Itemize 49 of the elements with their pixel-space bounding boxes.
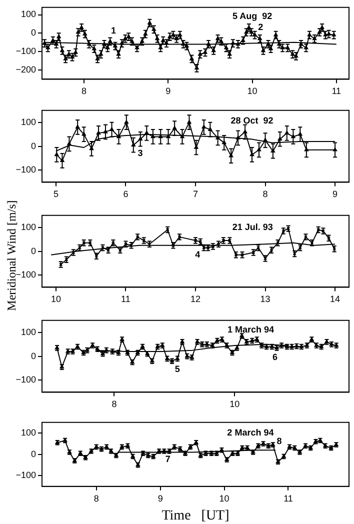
x-tick-label: 8: [94, 493, 99, 504]
y-tick-label: 0: [30, 246, 36, 256]
x-tick-label: 13: [260, 294, 270, 304]
y-tick-label: −100: [16, 46, 36, 56]
x-tick-label: 11: [121, 294, 130, 304]
annotation: 2: [258, 22, 264, 32]
y-tick-label: −100: [16, 470, 36, 480]
annotation: 1 March 94: [227, 324, 274, 334]
y-tick-label: −100: [16, 270, 36, 280]
annotation: 8: [276, 436, 282, 446]
x-tick-label: 9: [332, 189, 338, 200]
y-tick-label: 100: [20, 428, 36, 438]
y-tick-label: 100: [20, 222, 36, 232]
y-tick-label: 0: [30, 448, 36, 459]
annotation: 6: [272, 352, 278, 362]
annotation: 4: [195, 249, 200, 260]
annotation: 3: [138, 148, 143, 158]
x-tick-label: 5: [53, 189, 58, 200]
y-tick-label: −100: [16, 164, 36, 175]
x-tick-label: 9: [166, 86, 171, 96]
x-tick-label: 10: [247, 86, 258, 96]
y-tick-label: 0: [30, 140, 36, 151]
y-tick-label: −200: [16, 64, 36, 74]
x-tick-label: 8: [82, 86, 87, 96]
annotation: 7: [165, 454, 170, 464]
x-tick-label: 8: [262, 189, 268, 200]
y-tick-label: −100: [16, 374, 36, 385]
annotation: 21 Jul. 93: [232, 222, 273, 232]
y-tick-label: 100: [20, 116, 36, 127]
annotation: 5 Aug 92: [232, 11, 272, 22]
x-tick-label: 10: [219, 493, 230, 504]
annotation: 5: [174, 364, 180, 374]
x-tick-label: 12: [190, 294, 201, 304]
y-tick-label: 0: [30, 350, 36, 361]
annotation: 2 March 94: [227, 428, 274, 438]
x-axis-title: Time [UT]: [162, 508, 230, 524]
x-tick-label: 10: [50, 294, 61, 304]
x-tick-label: 6: [123, 189, 128, 200]
x-tick-label: 7: [192, 189, 198, 200]
y-tick-label: 0: [30, 28, 36, 38]
x-tick-label: 10: [230, 399, 240, 410]
y-tick-label: 100: [20, 326, 36, 337]
annotation: 1: [111, 26, 116, 36]
y-tick-label: 100: [20, 9, 36, 20]
x-tick-label: 14: [330, 294, 340, 304]
x-tick-label: 9: [158, 493, 163, 504]
annotation: 28 Oct 92: [230, 116, 274, 126]
x-tick-label: 11: [284, 493, 293, 504]
x-tick-label: 11: [332, 86, 342, 96]
